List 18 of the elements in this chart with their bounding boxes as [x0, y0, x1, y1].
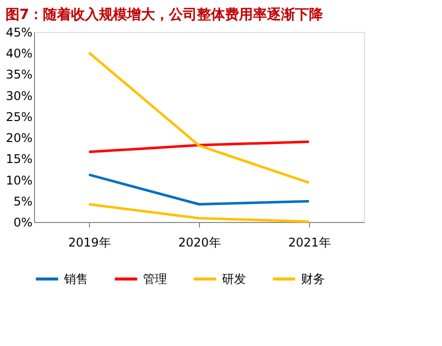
legend-label: 研发: [222, 272, 246, 286]
y-tick-label: 25%: [6, 110, 32, 124]
y-tick-label: 15%: [6, 152, 32, 166]
x-tick-label: 2019年: [68, 236, 111, 250]
legend-label: 销售: [63, 272, 88, 286]
legend-label: 管理: [143, 272, 167, 286]
chart-title: 图7：随着收入规模增大，公司整体费用率逐渐下降: [5, 6, 324, 23]
y-tick-label: 0%: [13, 216, 32, 230]
x-tick-label: 2021年: [288, 236, 331, 250]
y-tick-label: 35%: [6, 68, 32, 82]
legend-label: 财务: [301, 272, 325, 286]
y-tick-label: 45%: [6, 26, 32, 40]
y-tick-label: 40%: [6, 46, 32, 61]
y-tick-label: 5%: [13, 194, 32, 208]
y-tick-label: 20%: [6, 131, 32, 146]
y-tick-label: 30%: [6, 88, 32, 103]
y-tick-label: 10%: [6, 173, 32, 188]
x-tick-label: 2020年: [178, 236, 221, 250]
